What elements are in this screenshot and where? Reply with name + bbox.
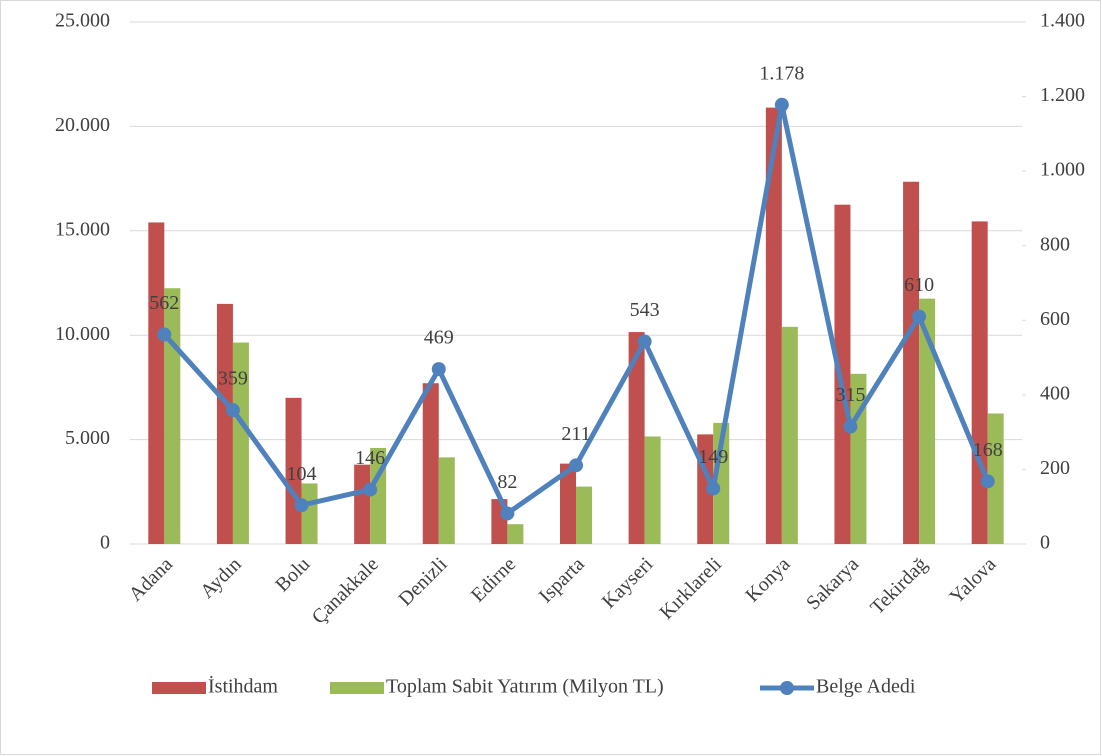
data-label: 1.178 [759,62,804,84]
marker [363,482,378,497]
y-tick-label: 20.000 [55,114,110,136]
marker [912,309,927,324]
marker [637,334,652,349]
bar [560,463,576,544]
legend-marker [780,681,794,695]
bar [232,342,249,544]
bar [164,288,181,544]
bar [765,107,782,544]
marker [774,97,789,112]
bar [781,326,798,544]
marker [569,458,583,473]
legend-label: İstihdam [208,675,278,698]
bar [971,221,988,545]
bar [507,524,524,544]
y-tick-label: 10.000 [55,323,110,345]
y-tick-label: 15.000 [55,218,110,240]
bar [438,457,455,544]
marker [431,362,446,377]
y2-tick-label: 200 [1040,457,1070,479]
y2-tick-label: 1.000 [1040,159,1085,181]
data-label: 211 [561,423,590,445]
bar [148,222,165,544]
data-label: 610 [904,274,934,296]
y2-tick-label: 1.400 [1040,10,1085,32]
bar [422,383,439,544]
marker [980,474,995,489]
legend-swatch [330,682,384,694]
y2-tick-label: 800 [1040,233,1070,255]
legend-label: Belge Adedi [816,676,916,698]
data-label: 146 [355,447,385,469]
bar [919,298,936,544]
bar [644,436,661,544]
bar [987,413,1004,544]
bar [216,303,233,544]
data-label: 315 [835,384,865,406]
data-label: 104 [287,463,317,485]
marker [294,498,309,513]
marker [706,481,721,496]
data-label: 168 [973,439,1003,461]
marker [225,403,240,418]
y2-tick-label: 0 [1040,532,1050,554]
bar [903,181,920,544]
y2-tick-label: 600 [1040,308,1070,330]
marker [843,419,858,434]
y-tick-label: 25.000 [55,10,110,32]
data-label: 469 [424,327,454,349]
legend-label: Toplam Sabit Yatırım (Milyon TL) [386,676,664,698]
y2-tick-label: 400 [1040,382,1070,404]
y2-tick-label: 1.200 [1040,84,1085,106]
y-tick-label: 0 [100,532,110,554]
marker [157,327,172,342]
bar [354,464,371,544]
data-label: 543 [630,299,660,321]
bar [628,332,645,544]
legend-swatch [152,682,206,694]
bar [834,204,851,544]
bar [576,486,592,544]
data-label: 149 [698,446,728,468]
data-label: 359 [218,368,248,390]
marker [500,506,515,521]
data-label: 82 [497,471,517,493]
bar [301,483,318,544]
data-label: 562 [149,292,179,314]
y-tick-label: 5.000 [65,427,110,449]
